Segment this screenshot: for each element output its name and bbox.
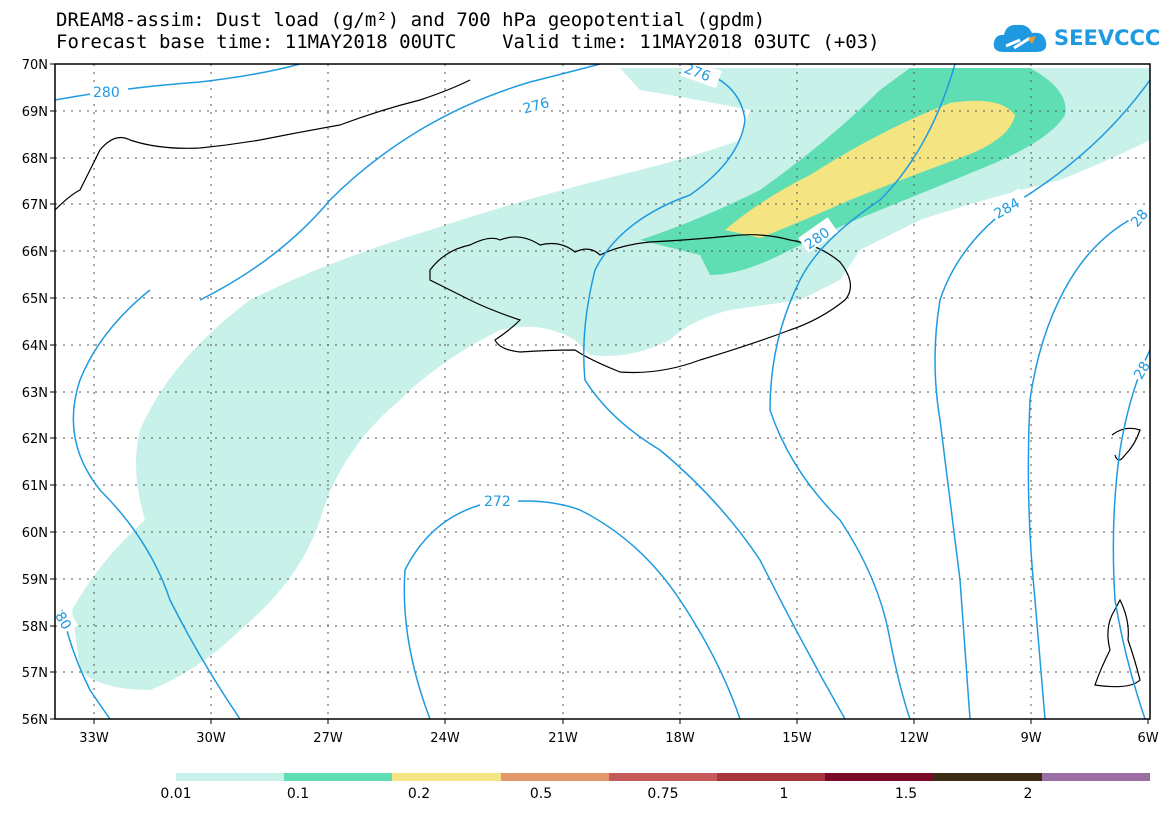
colorbar-label: 2: [1023, 786, 1033, 802]
lat-label: 56N: [22, 713, 48, 728]
contour-label: 276: [521, 95, 551, 117]
lat-label: 61N: [22, 479, 48, 494]
lon-label: 21W: [548, 731, 578, 746]
colorbar: [176, 773, 1150, 781]
lat-label: 60N: [22, 526, 48, 541]
colorbar-segment: [392, 773, 501, 781]
colorbar-label: 1: [779, 786, 789, 802]
contour-label: 28: [1131, 359, 1154, 382]
contour-280-sw: [72, 289, 241, 719]
contour-276-north: [199, 64, 601, 301]
chart-title: DREAM8-assim: Dust load (g/m²) and 700 h…: [56, 9, 766, 31]
lat-label: 69N: [22, 105, 48, 120]
lat-label: 70N: [22, 58, 48, 73]
lon-label: 24W: [430, 731, 460, 746]
colorbar-segment: [608, 773, 718, 781]
contour-292: [1112, 349, 1150, 719]
lat-label: 62N: [22, 432, 48, 447]
colorbar-segment: [1041, 773, 1150, 781]
colorbar-label: 0.1: [286, 786, 310, 802]
contour-284: [934, 79, 1150, 719]
lon-label: 9W: [1020, 731, 1041, 746]
colorbar-label: 0.01: [160, 786, 192, 802]
contour-label: 280: [93, 85, 120, 101]
logo-text: SEEVCCC: [1054, 26, 1161, 50]
colorbar-segment: [176, 773, 285, 781]
colorbar-label: 1.5: [894, 786, 918, 802]
lon-label: 15W: [782, 731, 812, 746]
contour-288: [1027, 209, 1150, 719]
contour-272: [403, 500, 741, 719]
lat-label: 64N: [22, 339, 48, 354]
scotland-coast: [1094, 598, 1141, 688]
lon-label: 27W: [313, 731, 343, 746]
greenland-coast: [55, 79, 471, 211]
lon-label: 33W: [79, 731, 109, 746]
lat-label: 67N: [22, 198, 48, 213]
lat-label: 65N: [22, 292, 48, 307]
cloud-icon: [993, 24, 1047, 52]
colorbar-segment: [825, 773, 934, 781]
contour-280-east: [769, 64, 956, 719]
lon-label: 12W: [899, 731, 929, 746]
lat-label: 66N: [22, 245, 48, 260]
colorbar-segment: [500, 773, 609, 781]
lon-label: 18W: [665, 731, 695, 746]
lon-label: 6W: [1137, 731, 1158, 746]
lat-label: 57N: [22, 666, 48, 681]
chart-subtitle: Forecast base time: 11MAY2018 00UTC Vali…: [56, 31, 880, 53]
lat-label: 68N: [22, 152, 48, 167]
contour-276-loop: [583, 67, 846, 719]
lon-label: 30W: [196, 731, 226, 746]
colorbar-label: 0.75: [647, 786, 679, 802]
lat-label: 63N: [22, 386, 48, 401]
iceland-coast: [429, 234, 851, 374]
colorbar-segment: [933, 773, 1042, 781]
contour-label: 80: [51, 609, 74, 632]
colorbar-label: 0.2: [407, 786, 431, 802]
lat-label: 58N: [22, 620, 48, 635]
lat-label: 59N: [22, 573, 48, 588]
contour-label: 272: [484, 494, 511, 510]
colorbar-segment: [717, 773, 826, 781]
contour-280-left: [61, 609, 111, 719]
dust-area-low: [72, 68, 1150, 690]
colorbar-segment: [284, 773, 393, 781]
dust-area-high: [725, 100, 1015, 238]
faroe-coast: [1111, 427, 1141, 461]
colorbar-label: 0.5: [529, 786, 553, 802]
